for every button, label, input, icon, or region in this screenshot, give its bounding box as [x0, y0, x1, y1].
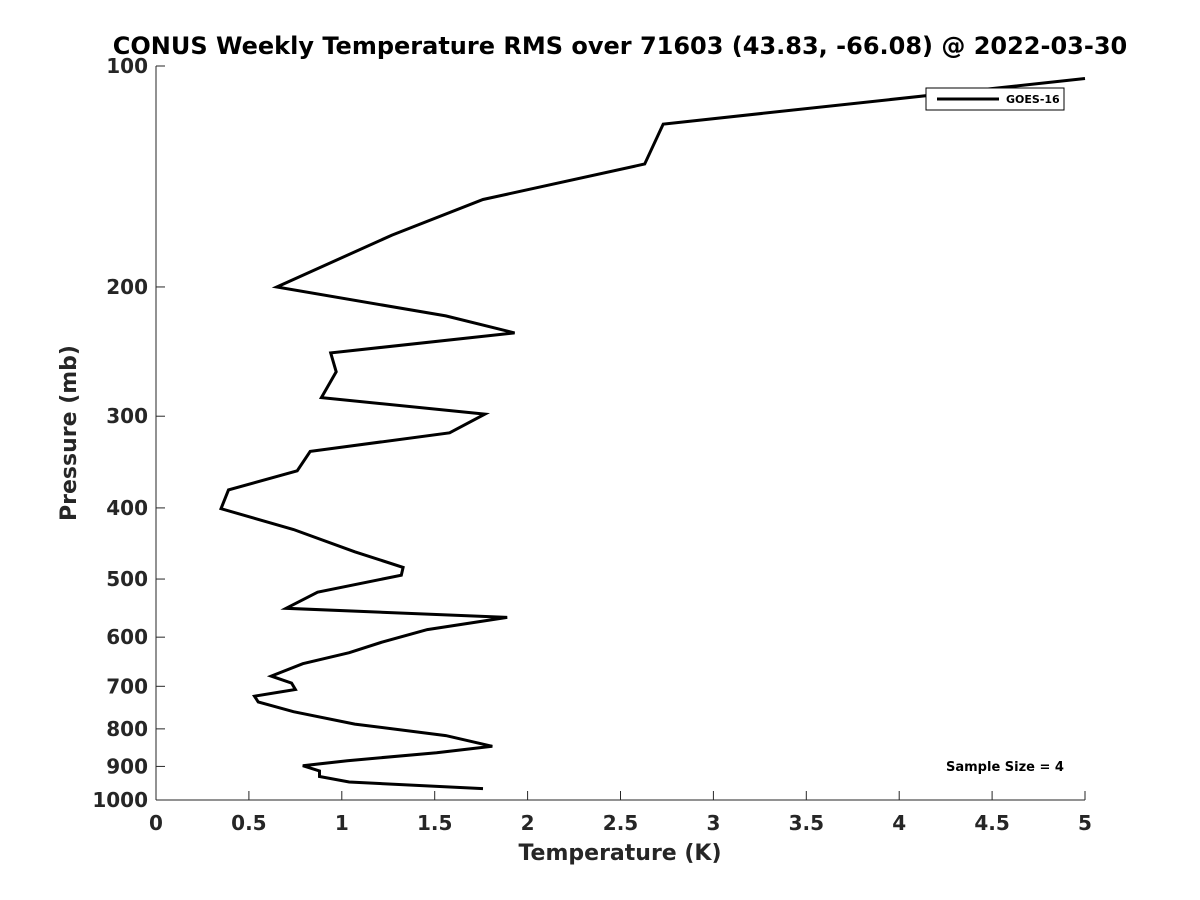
x-tick-label: 4.5: [974, 811, 1009, 835]
y-tick-label: 900: [106, 754, 148, 778]
x-tick-label: 0.5: [231, 811, 266, 835]
y-tick-label: 400: [106, 496, 148, 520]
y-tick-label: 600: [106, 625, 148, 649]
x-tick-label: 4: [892, 811, 906, 835]
chart-title: CONUS Weekly Temperature RMS over 71603 …: [113, 32, 1127, 60]
x-tick-label: 2: [521, 811, 535, 835]
plot-area: [156, 66, 1085, 800]
series-line-goes-16: [218, 77, 1086, 791]
y-tick-label: 200: [106, 275, 148, 299]
y-tick-label: 300: [106, 404, 148, 428]
x-tick-label: 5: [1078, 811, 1092, 835]
y-tick-label: 500: [106, 567, 148, 591]
x-tick-label: 1: [335, 811, 349, 835]
x-tick-label: 0: [149, 811, 163, 835]
legend-label: GOES-16: [1006, 93, 1060, 106]
series-layer: [218, 77, 1086, 791]
sample-size-annotation: Sample Size = 4: [946, 760, 1064, 775]
x-axis-label: Temperature (K): [518, 841, 721, 866]
y-tick-label: 100: [106, 54, 148, 78]
y-tick-label: 700: [106, 674, 148, 698]
x-tick-label: 3.5: [789, 811, 824, 835]
y-tick-label: 800: [106, 717, 148, 741]
x-tick-label: 2.5: [603, 811, 638, 835]
axes: 0 0.5 1 1.5 2 2.5 3 3.5 4 4.5 5 100 200 300 400 500 600 7…: [92, 54, 1092, 835]
y-tick-label: 1000: [92, 788, 148, 812]
x-tick-label: 3: [706, 811, 720, 835]
legend: GOES-16: [925, 87, 1065, 111]
y-axis-label: Pressure (mb): [57, 345, 82, 521]
x-tick-label: 1.5: [417, 811, 452, 835]
